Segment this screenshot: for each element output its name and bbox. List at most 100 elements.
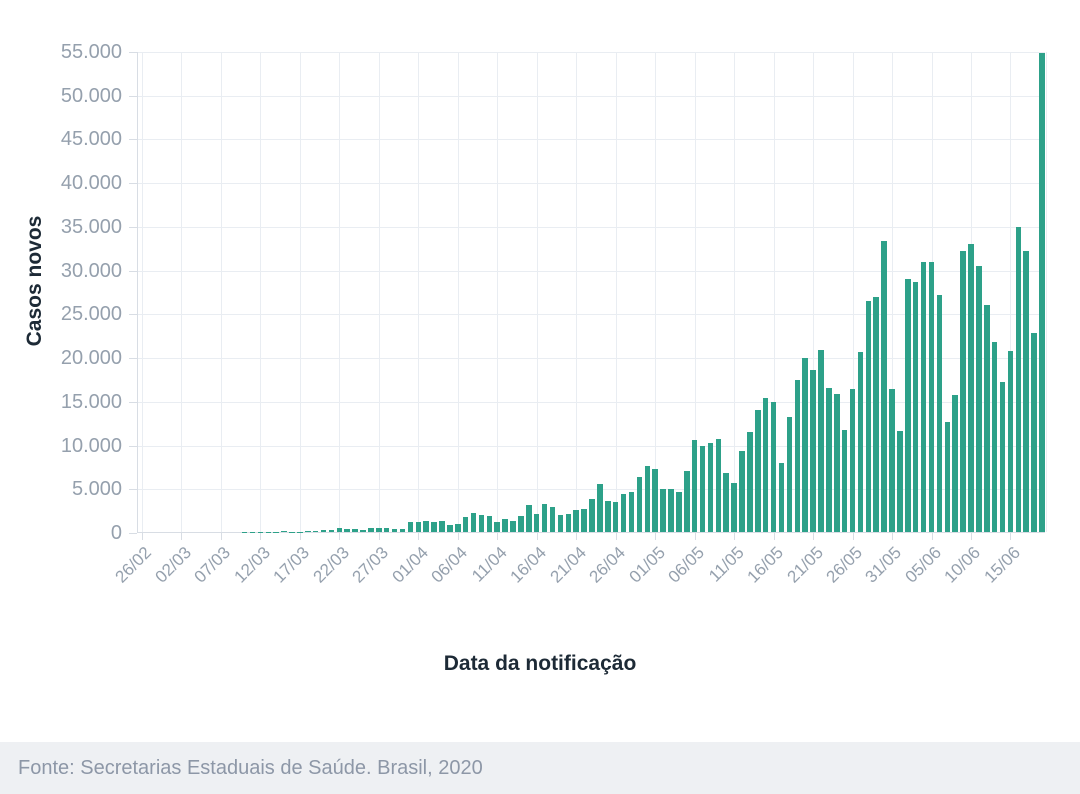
x-grid-line xyxy=(339,52,341,532)
x-tick-mark xyxy=(497,533,499,540)
bar xyxy=(549,506,556,532)
bar xyxy=(905,278,911,532)
bar xyxy=(573,510,579,532)
x-tick-mark xyxy=(773,533,775,540)
x-grid-line xyxy=(536,52,538,532)
bar xyxy=(312,531,319,532)
y-tick-mark xyxy=(129,95,137,97)
bar xyxy=(936,295,943,532)
y-tick-label: 40.000 xyxy=(60,172,122,195)
bar xyxy=(762,398,769,532)
bar xyxy=(857,351,864,532)
bar xyxy=(605,501,611,532)
bar xyxy=(376,527,382,532)
y-tick-mark xyxy=(129,401,137,403)
bar xyxy=(873,296,879,532)
x-grid-line xyxy=(734,52,736,532)
x-tick-mark xyxy=(694,533,696,540)
x-grid-line xyxy=(773,52,775,532)
bar xyxy=(502,519,508,532)
bar xyxy=(320,529,327,532)
x-tick-mark xyxy=(457,533,459,540)
y-tick-mark xyxy=(129,445,137,447)
bar xyxy=(478,515,485,532)
x-axis-title: Data da notificação xyxy=(443,652,637,675)
x-tick-label: 06/04 xyxy=(427,543,472,587)
x-tick-mark xyxy=(378,533,380,540)
bar xyxy=(415,522,422,532)
x-tick-label: 11/05 xyxy=(704,543,748,586)
bar xyxy=(557,514,564,532)
x-tick-label: 12/03 xyxy=(230,543,274,587)
y-tick-mark xyxy=(129,358,137,360)
bar xyxy=(423,521,429,532)
x-tick-label: 10/06 xyxy=(940,543,985,587)
bar xyxy=(699,445,706,532)
bar xyxy=(897,430,903,532)
y-grid-line xyxy=(138,270,1045,272)
x-tick-label: 16/05 xyxy=(743,543,788,587)
bar xyxy=(455,523,461,532)
x-tick-mark xyxy=(655,533,657,540)
x-tick-label: 02/03 xyxy=(151,543,195,587)
y-tick-label: 0 xyxy=(110,522,122,544)
bar xyxy=(778,462,785,532)
bar xyxy=(462,517,469,532)
x-grid-line xyxy=(181,52,183,532)
bar xyxy=(691,440,698,532)
y-tick-label: 10.000 xyxy=(60,434,122,457)
y-tick-mark xyxy=(129,270,137,272)
x-tick-label: 11/04 xyxy=(468,543,511,586)
bar xyxy=(510,520,516,532)
bar xyxy=(683,471,690,532)
bar xyxy=(731,482,737,532)
bar xyxy=(991,342,998,532)
bar xyxy=(976,265,982,532)
bar xyxy=(612,502,619,532)
bar-series xyxy=(138,52,1045,532)
bar xyxy=(644,466,651,532)
bar xyxy=(984,304,990,532)
bar xyxy=(786,417,793,532)
bar xyxy=(565,513,572,532)
x-tick-label: 21/04 xyxy=(546,543,590,587)
x-tick-label: 15/06 xyxy=(980,543,1024,587)
x-tick-mark xyxy=(615,533,617,540)
bar xyxy=(447,524,453,532)
y-grid-line xyxy=(138,226,1045,228)
bar xyxy=(470,512,477,532)
y-grid-line xyxy=(138,183,1045,185)
x-tick-mark xyxy=(576,533,578,540)
bar xyxy=(747,432,753,532)
x-tick-label: 07/03 xyxy=(190,543,235,587)
bar xyxy=(802,357,808,532)
x-tick-label: 31/05 xyxy=(861,543,906,587)
y-tick-mark xyxy=(129,226,137,228)
plot-area: 26/02 02/03 07/03 12/03 17/03 22/03 27/03 01/04… xyxy=(112,52,1047,587)
x-tick-mark xyxy=(970,533,972,540)
bar xyxy=(660,488,666,532)
y-grid-line xyxy=(138,139,1045,141)
x-tick-mark xyxy=(852,533,854,540)
x-tick-label: 26/05 xyxy=(822,543,866,587)
bar xyxy=(889,388,895,532)
bar xyxy=(810,370,816,532)
bar xyxy=(1039,53,1045,532)
y-grid-line xyxy=(138,489,1045,491)
x-grid-line xyxy=(497,52,499,532)
x-tick-label: 17/03 xyxy=(269,543,314,587)
y-tick-label: 5.000 xyxy=(71,478,122,501)
x-grid-line xyxy=(813,52,815,532)
bar xyxy=(865,300,872,532)
x-grid-line xyxy=(615,52,617,532)
bar xyxy=(707,442,714,532)
x-tick-label: 21/05 xyxy=(782,543,827,587)
x-tick-mark xyxy=(892,533,894,540)
y-tick-label: 20.000 xyxy=(60,347,122,370)
bar xyxy=(676,491,682,532)
bar xyxy=(715,439,722,532)
bar xyxy=(1023,250,1029,532)
bar xyxy=(407,522,414,532)
bar xyxy=(1007,351,1014,532)
